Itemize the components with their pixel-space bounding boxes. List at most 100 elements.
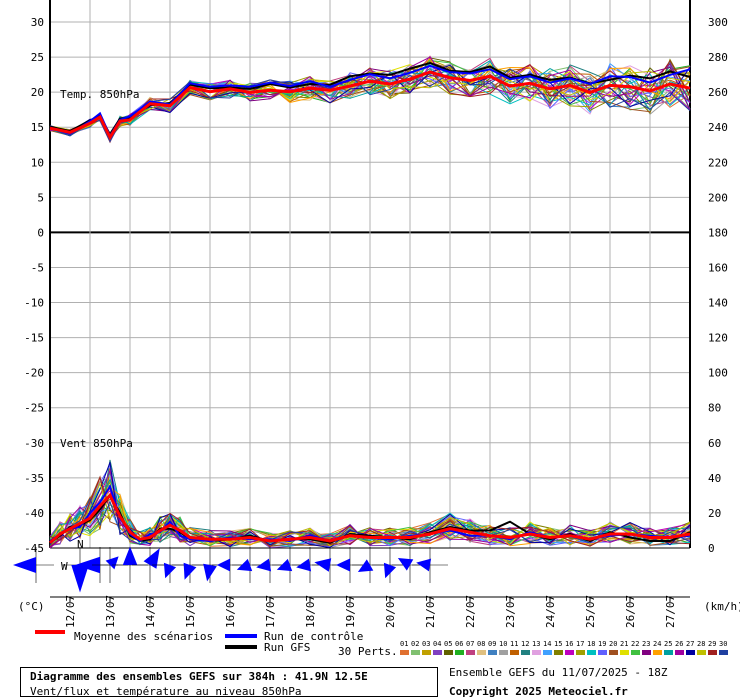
perturbation-number: 16 (565, 640, 574, 648)
grid-lines (49, 0, 691, 598)
compass-west-label: W (61, 560, 68, 573)
run-info: Ensemble GEFS du 11/07/2025 - 18Z (449, 666, 668, 679)
left-tick-label: 30 (31, 16, 44, 29)
perturbation-swatch (532, 650, 541, 655)
left-tick-label: -45 (24, 542, 44, 555)
perturbation-number: 26 (675, 640, 684, 648)
date-tick-label: 15/07 (184, 595, 197, 628)
right-units-label: (km/h) (704, 600, 740, 613)
left-units-label: (°C) (18, 600, 45, 613)
perturbation-swatch (675, 650, 684, 655)
perturbation-wind-line (49, 464, 691, 548)
right-tick-label: 140 (708, 297, 728, 310)
perturbation-number: 29 (708, 640, 717, 648)
perturbation-swatch (565, 650, 574, 655)
temp-panel-label: Temp. 850hPa (60, 88, 139, 101)
perturbation-swatch (576, 650, 585, 655)
copyright: Copyright 2025 Meteociel.fr (449, 685, 628, 698)
title-box: Diagramme des ensembles GEFS sur 384h : … (20, 667, 438, 698)
wind-rose-petal (75, 556, 100, 574)
perturbation-swatch (708, 650, 717, 655)
wind-rose-petal (383, 562, 397, 579)
perturbation-swatch (510, 650, 519, 655)
left-tick-label: 5 (37, 191, 44, 204)
wind-rose-petal (314, 558, 332, 572)
perturbation-number: 09 (488, 640, 497, 648)
perturbation-swatch (620, 650, 629, 655)
perturbation-number: 25 (664, 640, 673, 648)
left-tick-label: -15 (24, 332, 44, 345)
main-series-lines (49, 61, 691, 544)
right-tick-label: 40 (708, 472, 721, 485)
date-tick-label: 19/07 (344, 595, 357, 628)
perturbation-swatch (642, 650, 651, 655)
wind-rose-petal (397, 558, 414, 571)
temp-control-line (49, 64, 691, 139)
left-tick-label: -30 (24, 437, 44, 450)
perturbation-number: 18 (587, 640, 596, 648)
perturbation-temp-line (49, 59, 691, 137)
legend-mean-label: Moyenne des scénarios (74, 630, 214, 643)
temp-mean-line (49, 70, 691, 141)
perturbation-number: 04 (433, 640, 442, 648)
perturbation-number: 27 (686, 640, 695, 648)
perturbation-number: 21 (620, 640, 629, 648)
perturbation-number: 22 (631, 640, 640, 648)
perturbation-number: 30 (719, 640, 728, 648)
wind-rose-petal (336, 558, 350, 572)
right-tick-label: 180 (708, 226, 728, 239)
legend-control-label: Run de contrôle (264, 630, 364, 643)
date-tick-label: 13/07 (104, 595, 117, 628)
perturbation-number: 20 (609, 640, 618, 648)
perturbation-number: 06 (455, 640, 464, 648)
perturbation-number: 19 (598, 640, 607, 648)
perturbation-number: 05 (444, 640, 453, 648)
perturbation-swatch (598, 650, 607, 655)
right-tick-label: 260 (708, 86, 728, 99)
perturbation-number: 15 (554, 640, 563, 648)
perturbation-swatch (719, 650, 728, 655)
right-tick-label: 100 (708, 367, 728, 380)
perturbation-swatch (488, 650, 497, 655)
perturbations-label: 30 Perts. (338, 645, 398, 658)
wind-roses: NW (13, 538, 448, 593)
perturbation-number: 02 (411, 640, 420, 648)
wind-rose (13, 547, 54, 583)
perturbation-swatch (499, 650, 508, 655)
legend-gfs-label: Run GFS (264, 641, 311, 654)
right-tick-label: 200 (708, 191, 728, 204)
wind-rose-petal (105, 556, 119, 570)
wind-rose-petal (296, 558, 312, 572)
right-tick-label: 120 (708, 332, 728, 345)
date-tick-label: 24/07 (544, 595, 557, 628)
date-tick-label: 16/07 (224, 595, 237, 628)
right-tick-label: 160 (708, 261, 728, 274)
perturbation-swatch (411, 650, 420, 655)
left-tick-label: 20 (31, 86, 44, 99)
right-tick-label: 300 (708, 16, 728, 29)
perturbation-temp-line (49, 61, 691, 134)
perturbation-swatch (422, 650, 431, 655)
right-tick-label: 20 (708, 507, 721, 520)
date-tick-label: 22/07 (464, 595, 477, 628)
wind-rose-petal (357, 559, 374, 572)
wind-rose-petal (183, 562, 197, 580)
left-tick-label: -20 (24, 367, 44, 380)
wind-rose-petal (256, 558, 272, 572)
wind-rose-petal (216, 558, 230, 572)
date-tick-label: 14/07 (144, 595, 157, 628)
perturbation-swatch (400, 650, 409, 655)
perturbation-number: 08 (477, 640, 486, 648)
perturbation-number: 07 (466, 640, 475, 648)
chart-title: Diagramme des ensembles GEFS sur 384h : … (30, 670, 368, 683)
date-tick-label: 18/07 (304, 595, 317, 628)
wind-rose-petal (203, 563, 217, 582)
perturbation-swatch (587, 650, 596, 655)
perturbation-swatch (653, 650, 662, 655)
perturbation-number: 14 (543, 640, 552, 648)
perturbation-swatch (664, 650, 673, 655)
date-tick-label: 21/07 (424, 595, 437, 628)
right-tick-label: 80 (708, 402, 721, 415)
perturbation-swatch (444, 650, 453, 655)
